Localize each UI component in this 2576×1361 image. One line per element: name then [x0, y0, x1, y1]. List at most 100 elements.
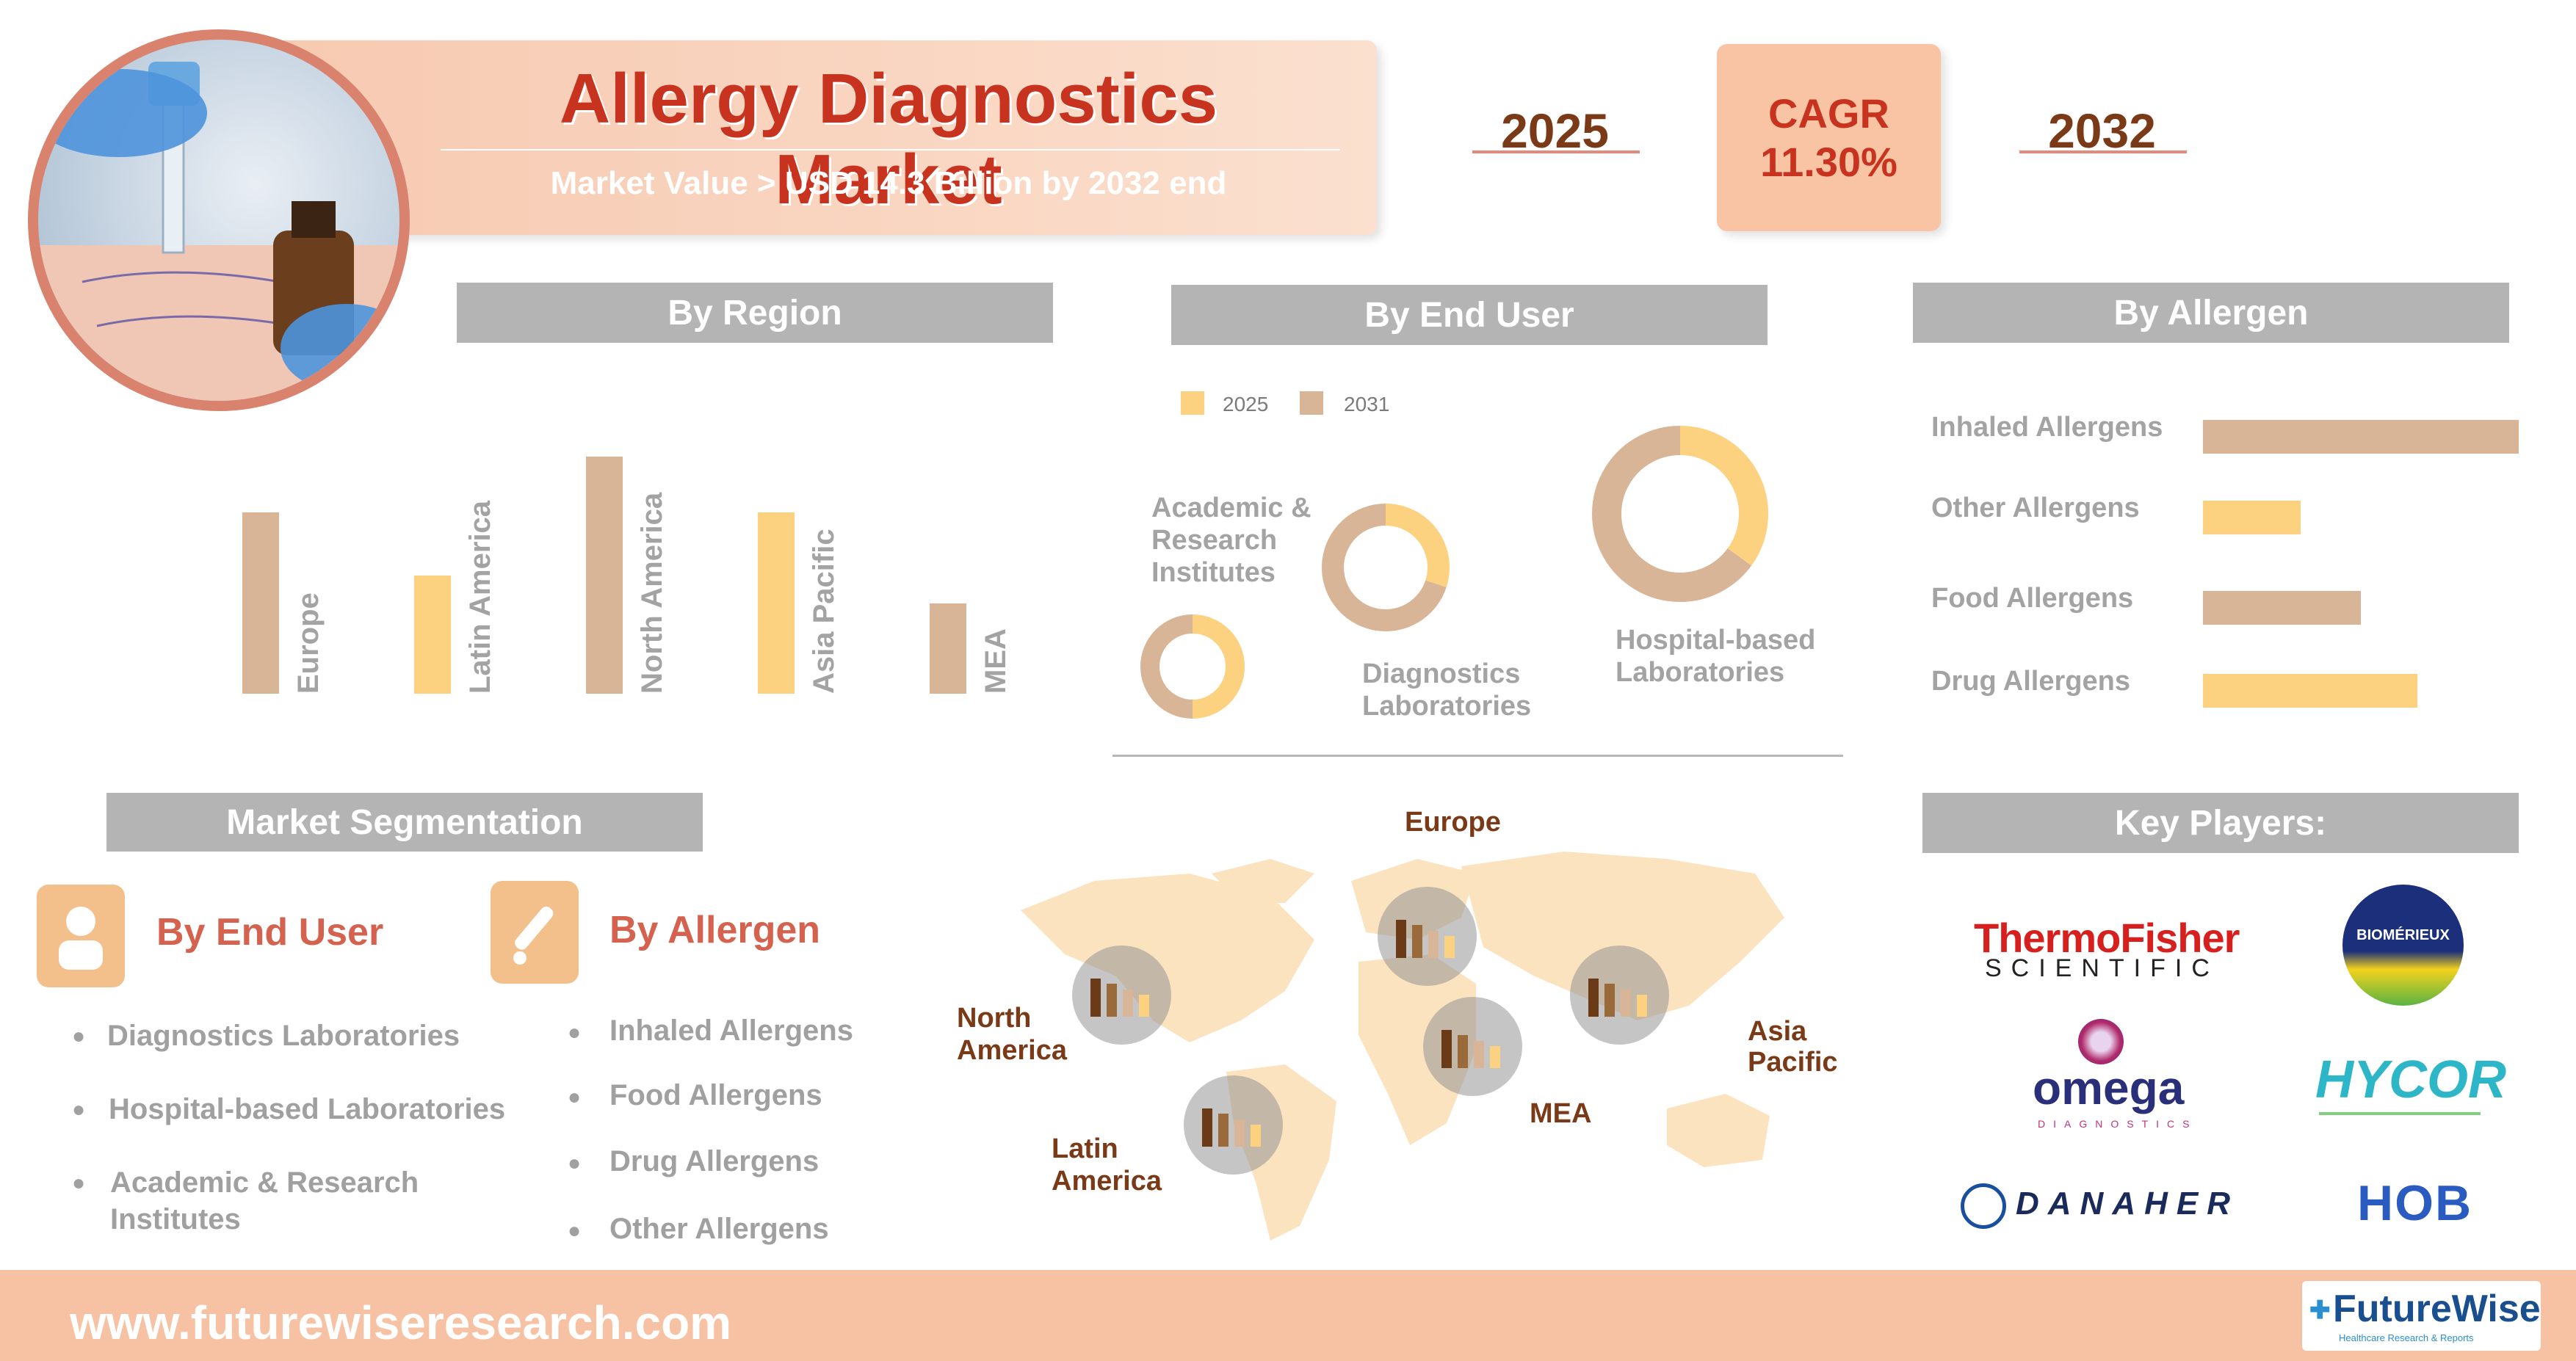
- bullet: ●: [72, 1171, 86, 1195]
- map-mini-bar: [1090, 978, 1101, 1017]
- seg-allergen-item: Inhaled Allergens: [609, 1015, 853, 1047]
- map-mini-bar: [1251, 1125, 1261, 1147]
- donut-slice-2031: [1322, 504, 1447, 631]
- donut-slice-2025: [1385, 504, 1450, 587]
- market-segmentation-header: Market Segmentation: [106, 793, 703, 852]
- map-mini-bar: [1396, 919, 1406, 958]
- futurewise-tagline: Healthcare Research & Reports: [2339, 1332, 2474, 1343]
- map-label-north-america: America: [957, 1035, 1067, 1066]
- region-bar: [242, 512, 279, 694]
- region-bar: [586, 457, 623, 694]
- seg-end-user-item: Institutes: [110, 1203, 241, 1235]
- allergen-bar: [2203, 591, 2361, 625]
- map-circle-asia-pacific: [1570, 946, 1669, 1045]
- end-year-rule: [2019, 150, 2187, 153]
- map-mini-bar: [1604, 984, 1615, 1017]
- map-mini-bar: [1234, 1119, 1245, 1147]
- map-mini-bar: [1441, 1029, 1452, 1068]
- map-mini-bar: [1637, 995, 1647, 1017]
- hycor-underline: [2319, 1112, 2481, 1115]
- seg-allergen-item: Drug Allergens: [609, 1145, 820, 1177]
- hycor-logo: HYCOR: [2315, 1050, 2507, 1109]
- cagr-box: CAGR 11.30%: [1717, 44, 1941, 231]
- region-bar-label: MEA: [980, 628, 1012, 694]
- bullet: ●: [568, 1151, 582, 1175]
- map-circle-latin-america: [1184, 1075, 1283, 1175]
- map-label-asia-pacific: Asia: [1748, 1016, 1807, 1047]
- allergen-bar-label: Drug Allergens: [1931, 666, 2130, 697]
- map-mini-bar: [1621, 989, 1631, 1017]
- footer-url[interactable]: www.futurewiseresearch.com: [70, 1296, 732, 1349]
- seg-allergen-item: Food Allergens: [609, 1079, 822, 1111]
- region-bar-label: Latin America: [464, 500, 496, 694]
- donut-label-diagnostics: Diagnostics Laboratories: [1362, 658, 1532, 722]
- allergen-bar: [2203, 420, 2519, 454]
- map-mini-bar: [1588, 978, 1599, 1017]
- seg-end-user-item: Hospital-based Laboratories: [109, 1093, 506, 1125]
- section-divider: [1112, 755, 1843, 757]
- map-circle-europe: [1378, 887, 1477, 986]
- allergen-bar-chart: Inhaled Allergens Other Allergens Food All…: [1924, 382, 2533, 712]
- danaher-logo-icon: [1961, 1183, 2006, 1229]
- donut-label-academic: Academic & Research Institutes: [1151, 493, 1311, 588]
- thermofisher-logo-sub: SCIENTIFIC: [1985, 954, 2219, 982]
- donut-slice-2025: [1679, 426, 1768, 566]
- seg-allergen-item: Other Allergens: [609, 1213, 829, 1245]
- cagr-value: 11.30%: [1760, 139, 1897, 185]
- map-mini-bar: [1428, 930, 1439, 958]
- allergen-bar-label: Other Allergens: [1931, 493, 2140, 523]
- region-bar-label: Asia Pacific: [808, 529, 840, 694]
- hob-logo: HOB: [2357, 1175, 2473, 1231]
- danaher-logo: DANAHER: [2016, 1186, 2239, 1222]
- map-label-mea: MEA: [1530, 1098, 1592, 1129]
- bullet: ●: [568, 1219, 582, 1243]
- omega-logo-sub: DIAGNOSTICS: [2038, 1118, 2198, 1130]
- map-mini-bar: [1474, 1040, 1484, 1068]
- bullet: ●: [72, 1097, 86, 1122]
- map-circle-north-america: [1072, 946, 1171, 1045]
- seg-allergen-title: By Allergen: [609, 909, 821, 951]
- region-bar: [930, 603, 966, 694]
- map-mini-bar: [1123, 989, 1133, 1017]
- allergen-bar-label: Food Allergens: [1931, 583, 2134, 614]
- by-region-header: By Region: [457, 283, 1053, 343]
- footer-bar: [0, 1270, 2576, 1361]
- seg-end-user-title: By End User: [156, 911, 384, 954]
- end-year: 2032: [2048, 104, 2156, 158]
- map-label-latin-america: Latin: [1052, 1133, 1118, 1164]
- thermofisher-logo: ThermoFisher: [1974, 915, 2240, 961]
- allergen-bar: [2203, 501, 2301, 534]
- legend-swatch-2025: [1181, 391, 1204, 415]
- map-mini-bar: [1444, 936, 1455, 958]
- donut-slice-2025: [1192, 614, 1245, 719]
- region-bar-chart: Europe Latin America North America Asia Pac…: [220, 440, 1043, 697]
- allergy-test-photo: [28, 29, 410, 411]
- map-mini-bar: [1412, 925, 1422, 958]
- map-mini-bar: [1202, 1108, 1212, 1147]
- seg-end-user-item: Diagnostics Laboratories: [107, 1020, 460, 1052]
- map-label-north-america: North: [957, 1003, 1032, 1034]
- test-tube-icon: [491, 881, 579, 984]
- map-mini-bar: [1218, 1114, 1229, 1147]
- map-label-latin-america: America: [1052, 1166, 1162, 1197]
- legend-swatch-2031: [1300, 391, 1323, 415]
- by-allergen-header: By Allergen: [1913, 283, 2509, 343]
- cagr-label: CAGR: [1768, 90, 1889, 137]
- map-mini-bar: [1490, 1046, 1500, 1068]
- allergen-bar-label: Inhaled Allergens: [1931, 412, 2163, 443]
- bullet: ●: [568, 1085, 582, 1109]
- map-mini-bar: [1458, 1035, 1468, 1068]
- region-bar: [758, 512, 795, 694]
- donut-slice-2031: [1592, 426, 1752, 602]
- map-label-asia-pacific: Pacific: [1748, 1047, 1838, 1078]
- map-circle-mea: [1423, 997, 1522, 1096]
- seg-end-user-item: Academic & Research: [110, 1166, 419, 1199]
- legend-label-2031: 2031: [1344, 393, 1390, 415]
- start-year-rule: [1472, 150, 1640, 153]
- allergen-bar: [2203, 674, 2418, 708]
- donut-slice-2031: [1140, 614, 1193, 719]
- omega-logo-icon: [2078, 1019, 2124, 1064]
- title-divider: [441, 149, 1340, 150]
- bullet: ●: [72, 1024, 86, 1048]
- futurewise-logo: ✚ FutureWise Healthcare Research & Repor…: [2302, 1281, 2541, 1351]
